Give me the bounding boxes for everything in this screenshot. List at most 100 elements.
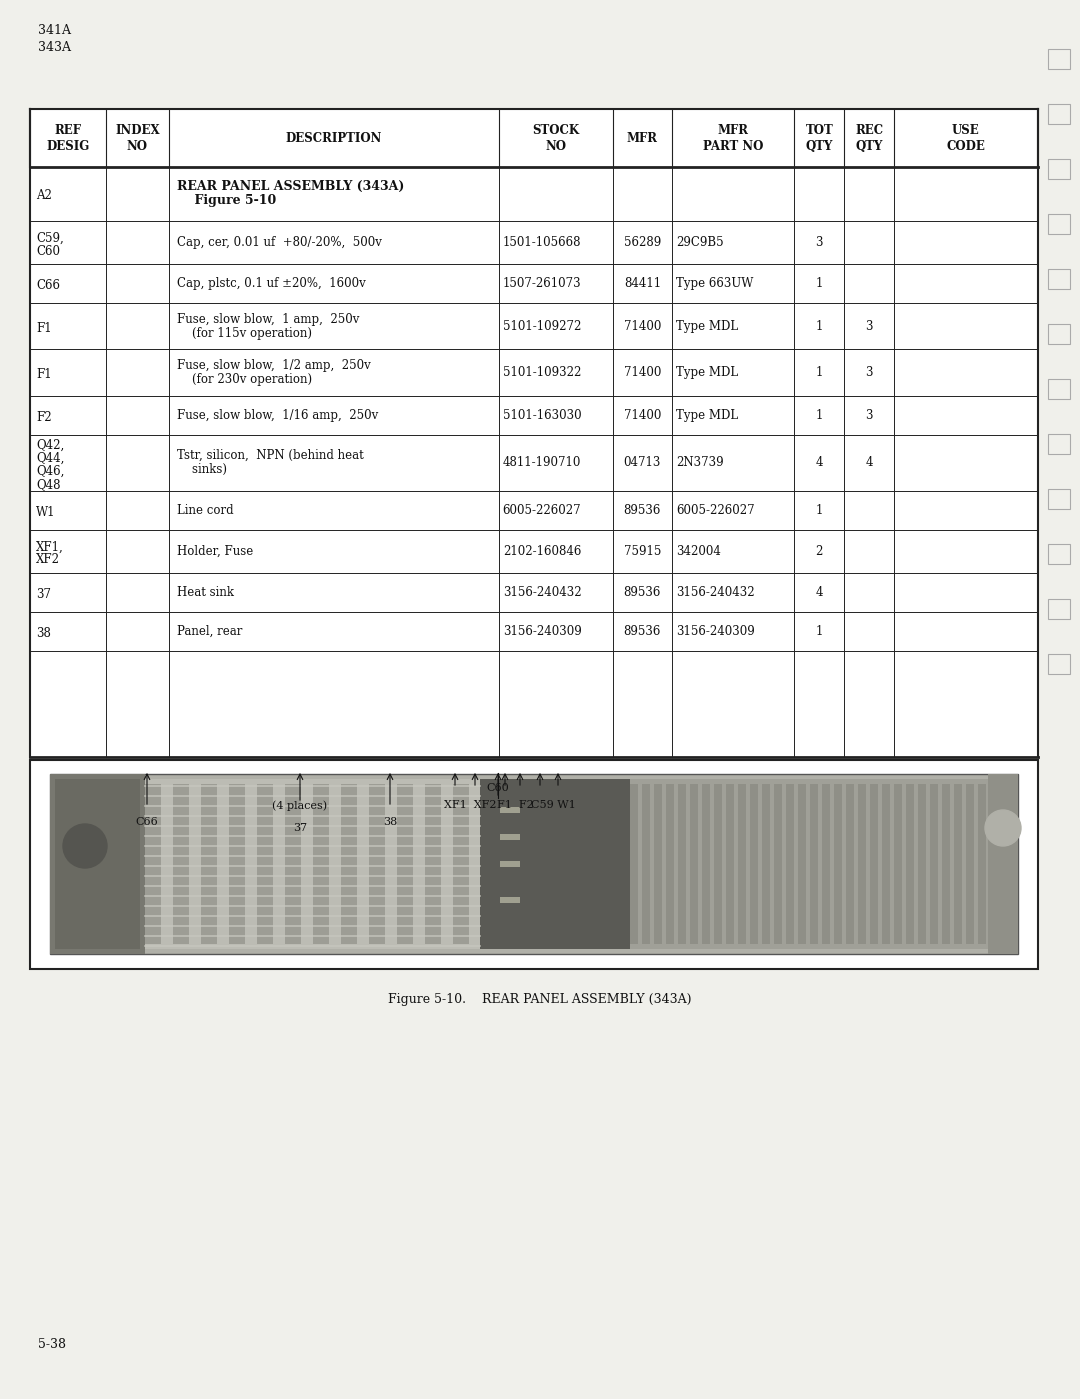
Text: 5101-109322: 5101-109322 [502,367,581,379]
Text: Cap, plstc, 0.1 uf ±20%,  1600v: Cap, plstc, 0.1 uf ±20%, 1600v [177,277,366,290]
Text: (4 places): (4 places) [272,800,327,811]
Text: Q48: Q48 [36,477,60,491]
Bar [810,783,818,944]
Text: Type 663UW: Type 663UW [676,277,754,290]
Bar [480,779,630,949]
Bar [858,783,866,944]
Text: C59 W1: C59 W1 [530,800,576,810]
Bar [500,860,519,867]
Text: W1: W1 [36,505,55,519]
Text: 4: 4 [865,456,873,469]
Text: REC
QTY: REC QTY [855,123,883,152]
Bar [666,783,674,944]
Text: Cap, cer, 0.01 uf  +80/-20%,  500v: Cap, cer, 0.01 uf +80/-20%, 500v [177,236,382,249]
Text: 37: 37 [293,823,307,832]
Text: C60: C60 [36,245,60,257]
Bar [678,783,686,944]
Text: 4: 4 [815,586,823,599]
Bar [690,783,698,944]
Bar [145,783,161,944]
Text: (for 230v operation): (for 230v operation) [177,374,312,386]
Text: TOT
QTY: TOT QTY [806,123,833,152]
Text: 6005-226027: 6005-226027 [502,504,581,516]
Bar [341,783,357,944]
Text: STOCK
NO: STOCK NO [532,123,579,152]
Bar [654,783,662,944]
Text: 1: 1 [815,367,823,379]
Text: Fuse, slow blow,  1/16 amp,  250v: Fuse, slow blow, 1/16 amp, 250v [177,409,378,421]
Text: Figure 5-10: Figure 5-10 [177,194,276,207]
Bar [870,783,878,944]
Text: MFR: MFR [626,132,658,144]
Text: 4: 4 [815,456,823,469]
Bar [30,530,1038,574]
Bar [30,221,1038,264]
Bar [702,783,710,944]
Bar [201,783,217,944]
Bar [954,783,962,944]
Text: 3156-240432: 3156-240432 [676,586,755,599]
Text: F1: F1 [36,368,52,381]
Text: Fuse, slow blow,  1 amp,  250v: Fuse, slow blow, 1 amp, 250v [177,313,360,326]
Bar [30,491,1038,530]
Text: 5101-109272: 5101-109272 [502,320,581,333]
Bar [978,783,986,944]
Text: 89536: 89536 [623,625,661,638]
Bar [918,783,926,944]
Text: 3: 3 [865,320,873,333]
Text: REF
DESIG: REF DESIG [46,123,90,152]
Bar [1048,49,1070,69]
Text: 38: 38 [383,817,397,827]
Text: XF1,: XF1, [36,540,64,554]
Text: Q44,: Q44, [36,452,65,464]
Text: Panel, rear: Panel, rear [177,625,243,638]
Circle shape [63,824,107,867]
Bar [894,783,902,944]
Text: sinks): sinks) [177,463,227,476]
Text: 38: 38 [36,627,51,639]
Bar [1048,269,1070,290]
Bar [750,783,758,944]
Text: 71400: 71400 [623,320,661,333]
Text: 5101-163030: 5101-163030 [502,409,581,421]
Text: 3: 3 [815,236,823,249]
Bar [942,783,950,944]
Text: DESCRIPTION: DESCRIPTION [286,132,382,144]
Text: Type MDL: Type MDL [676,320,739,333]
Bar [1048,490,1070,509]
Text: 3156-240309: 3156-240309 [676,625,755,638]
Text: Fuse, slow blow,  1/2 amp,  250v: Fuse, slow blow, 1/2 amp, 250v [177,360,370,372]
Text: 3: 3 [865,367,873,379]
Bar [397,783,413,944]
Text: Holder, Fuse: Holder, Fuse [177,544,254,558]
Text: Line cord: Line cord [177,504,233,516]
Text: (for 115v operation): (for 115v operation) [177,327,312,340]
Text: 56289: 56289 [624,236,661,249]
Bar [882,783,890,944]
Bar [30,264,1038,304]
Bar [966,783,974,944]
Bar [30,396,1038,435]
Text: C59,: C59, [36,231,64,245]
Bar [500,834,519,839]
Bar [285,783,301,944]
Text: 89536: 89536 [623,586,661,599]
Bar [1048,434,1070,455]
Bar [988,774,1018,954]
Text: Type MDL: Type MDL [676,367,739,379]
Bar [630,779,988,949]
Bar [738,783,746,944]
Bar [30,611,1038,651]
Bar [145,779,480,949]
Bar [846,783,854,944]
Text: F2: F2 [36,411,52,424]
Bar [1048,325,1070,344]
Text: 71400: 71400 [623,367,661,379]
Bar [30,304,1038,350]
Text: 89536: 89536 [623,504,661,516]
Bar [30,651,1038,757]
Bar [786,783,794,944]
Bar [500,897,519,902]
Bar [642,783,650,944]
Bar [714,783,723,944]
